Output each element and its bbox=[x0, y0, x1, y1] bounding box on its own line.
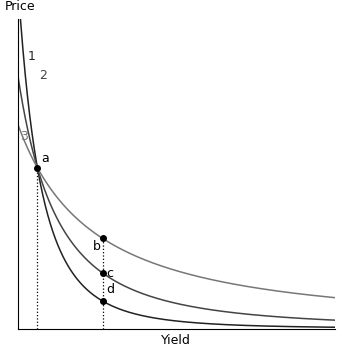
Text: a: a bbox=[41, 152, 49, 165]
X-axis label: Yield: Yield bbox=[161, 334, 191, 347]
Text: b: b bbox=[93, 240, 101, 253]
Text: 1: 1 bbox=[27, 50, 35, 63]
Y-axis label: Price: Price bbox=[5, 0, 36, 13]
Text: c: c bbox=[106, 267, 113, 280]
Text: 3: 3 bbox=[21, 130, 28, 143]
Text: 2: 2 bbox=[39, 69, 47, 81]
Text: d: d bbox=[106, 284, 114, 296]
